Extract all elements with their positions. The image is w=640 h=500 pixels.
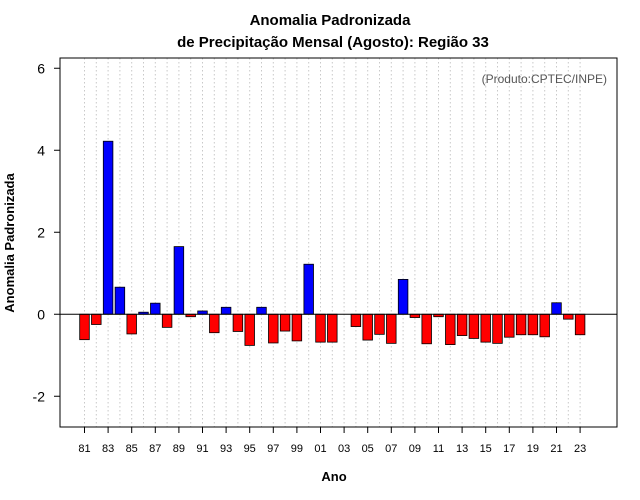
bar-1992 <box>209 313 220 334</box>
x-tick-label: 19 <box>527 443 539 455</box>
bar-1989 <box>173 246 185 315</box>
bar-1988 <box>161 313 173 328</box>
source-annotation: (Produto:CPTEC/INPE) <box>482 72 607 86</box>
bar-2016 <box>492 313 503 344</box>
bar-2022 <box>563 313 574 320</box>
plot-frame <box>59 57 618 428</box>
bar-2015 <box>480 313 491 343</box>
bar-2017 <box>504 313 515 338</box>
bar-1982 <box>91 313 102 325</box>
x-tick-label: 91 <box>196 443 208 455</box>
bar-2008 <box>397 278 409 315</box>
chart-title-line1: Anomalia Padronizada <box>250 12 412 29</box>
x-tick-label: 21 <box>550 443 562 455</box>
y-tick-label: 4 <box>37 142 45 158</box>
y-tick-label: 2 <box>37 224 45 240</box>
bar-1983 <box>102 140 114 315</box>
x-tick-label: 97 <box>267 443 279 455</box>
chart-title-line2: de Precipitação Mensal (Agosto): Região … <box>177 34 489 51</box>
bar-2012 <box>445 313 456 345</box>
x-axis-label: Ano <box>321 469 346 484</box>
x-tick-label: 87 <box>149 443 161 455</box>
bar-2004 <box>350 313 362 327</box>
bar-2010 <box>421 313 432 345</box>
bar-2020 <box>539 313 550 338</box>
y-tick-label: 6 <box>37 60 45 76</box>
x-tick-label: 99 <box>291 443 303 455</box>
bar-2018 <box>515 313 527 336</box>
x-tick-label: 23 <box>574 443 586 455</box>
x-tick-label: 03 <box>338 443 350 455</box>
bar-2006 <box>374 313 385 335</box>
x-tick-label: 85 <box>126 443 138 455</box>
x-tick-label: 89 <box>173 443 185 455</box>
x-tick-label: 93 <box>220 443 232 455</box>
x-tick-label: 13 <box>456 443 468 455</box>
bar-1987 <box>150 302 161 315</box>
bar-1993 <box>220 306 232 315</box>
bars <box>79 140 586 346</box>
x-tick-label: 83 <box>102 443 114 455</box>
y-tick-label: -2 <box>33 388 46 404</box>
bar-1996 <box>256 306 267 315</box>
bar-2023 <box>574 313 586 336</box>
grid-lines <box>84 58 581 427</box>
bar-2001 <box>315 313 326 343</box>
bar-1995 <box>244 313 255 346</box>
bar-1984 <box>114 286 126 315</box>
bar-1981 <box>79 313 90 341</box>
x-tick-label: 09 <box>409 443 421 455</box>
bar-2019 <box>527 313 539 336</box>
bar-2000 <box>303 263 314 315</box>
bar-2014 <box>468 313 480 339</box>
x-axis: 81 83 85 87 89 91 93 95 97 99 01 03 05 07 09 11 13 15 17 19… <box>78 427 586 455</box>
x-tick-label: 01 <box>314 443 326 455</box>
x-tick-label: 07 <box>385 443 397 455</box>
x-tick-label: 15 <box>480 443 492 455</box>
bar-1997 <box>268 313 279 344</box>
bar-1998 <box>279 313 291 332</box>
y-tick-label: 0 <box>37 306 45 322</box>
y-axis-label: Anomalia Padronizada <box>2 173 17 313</box>
bar-1999 <box>291 313 303 342</box>
x-tick-label: 95 <box>244 443 256 455</box>
x-tick-label: 81 <box>78 443 90 455</box>
y-axis: -2 0 2 4 6 <box>33 60 60 404</box>
x-tick-label: 11 <box>433 443 444 455</box>
bar-1985 <box>126 313 137 335</box>
x-tick-label: 05 <box>362 443 374 455</box>
bar-2005 <box>362 313 373 341</box>
bar-2021 <box>551 302 562 315</box>
bar-2013 <box>456 313 468 336</box>
x-tick-label: 17 <box>503 443 515 455</box>
bar-2002 <box>327 313 338 343</box>
bar-1994 <box>232 313 244 332</box>
bar-2007 <box>386 313 397 344</box>
